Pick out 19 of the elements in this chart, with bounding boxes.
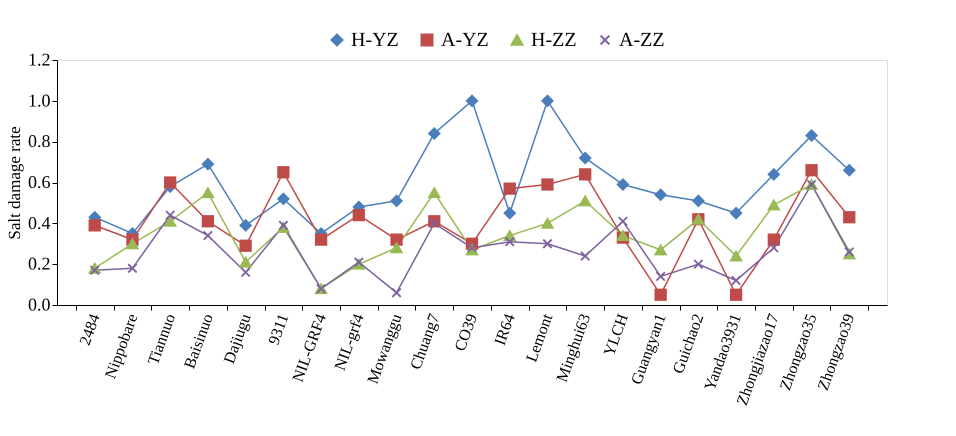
y-tick-label: 0.6	[28, 172, 50, 192]
legend-label: H-ZZ	[531, 29, 577, 51]
y-tick-label: 1.2	[28, 50, 50, 70]
legend-label: A-ZZ	[619, 29, 665, 51]
x-tick-label: 2484	[76, 312, 104, 348]
x-tick-label: Tiannuo	[145, 312, 180, 368]
y-tick-label: 0.0	[28, 294, 50, 314]
x-tick-label: YLCH	[600, 311, 632, 359]
y-tick-label: 1.0	[28, 90, 50, 110]
legend-label: H-YZ	[351, 29, 399, 51]
y-tick-label: 0.2	[28, 254, 50, 274]
x-tick-label: 9311	[266, 312, 292, 348]
legend-label: A-YZ	[441, 29, 489, 51]
y-tick-label: 0.8	[28, 131, 50, 152]
x-tick-label: Lemont	[523, 311, 557, 364]
x-tick-label: IR64	[492, 312, 519, 348]
x-tick-label: CO39	[452, 312, 481, 354]
y-axis-title: Salt damage rate	[5, 126, 24, 240]
y-tick-label: 0.4	[28, 212, 50, 233]
